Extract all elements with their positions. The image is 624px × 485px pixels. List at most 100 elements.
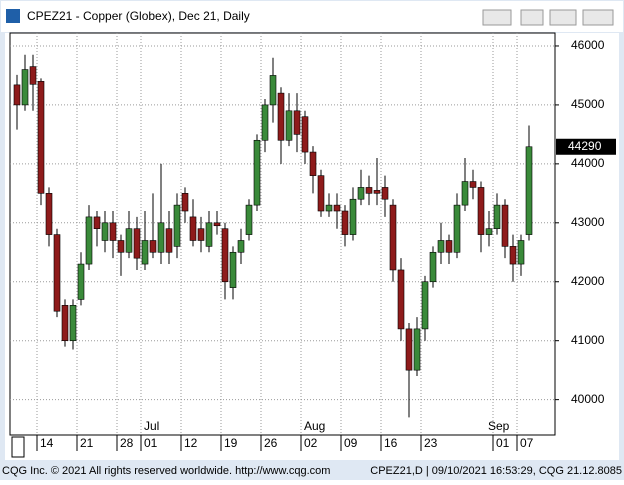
candle-body — [421, 281, 429, 330]
x-tick-label: 26 — [264, 436, 278, 450]
month-label: Aug — [304, 419, 325, 433]
candle-body — [45, 193, 53, 235]
plot-frame — [9, 32, 556, 436]
candle-body — [525, 146, 533, 235]
y-tick-label: 43000 — [571, 215, 605, 229]
candle-body — [101, 222, 109, 241]
candle-body — [197, 228, 205, 241]
minimize-button[interactable] — [520, 9, 544, 26]
candle-body — [29, 66, 37, 85]
last-price-label: 44290 — [568, 139, 602, 153]
candle-body — [501, 204, 509, 247]
candle-body — [229, 251, 237, 288]
y-tick-label: 45000 — [571, 97, 605, 111]
candle-body — [165, 228, 173, 253]
candle-body — [485, 228, 493, 235]
link-button[interactable] — [482, 9, 512, 26]
chart-area — [5, 33, 619, 460]
candle-body — [397, 269, 405, 330]
scroll-box[interactable] — [11, 436, 25, 458]
x-tick-label: 12 — [184, 436, 198, 450]
candle-body — [109, 222, 117, 241]
title-bar — [1, 1, 623, 32]
candle-body — [173, 204, 181, 247]
candle-body — [325, 204, 333, 212]
candle-body — [237, 240, 245, 253]
candle-body — [461, 181, 469, 206]
candle-body — [157, 222, 165, 253]
candle-body — [77, 263, 85, 300]
candle-body — [365, 187, 373, 194]
x-tick-label: 02 — [304, 436, 318, 450]
candle-body — [141, 240, 149, 265]
footer-right: CPEZ21,D | 09/10/2021 16:53:29, CQG 21.1… — [370, 465, 622, 477]
candle-body — [437, 240, 445, 253]
candle-body — [445, 240, 453, 253]
candle-body — [317, 175, 325, 212]
candle-body — [333, 204, 341, 212]
candle-body — [93, 216, 101, 229]
candle-body — [261, 104, 269, 141]
candle-body — [69, 305, 77, 341]
candle-body — [125, 228, 133, 253]
y-tick-label: 42000 — [571, 274, 605, 288]
x-tick-label: 09 — [344, 436, 358, 450]
x-tick-label: 01 — [144, 436, 158, 450]
candle-body — [381, 187, 389, 200]
x-tick-label: 23 — [424, 436, 438, 450]
x-tick-label: 14 — [40, 436, 54, 450]
candle-body — [117, 240, 125, 253]
candle-body — [37, 81, 45, 194]
candle-body — [453, 204, 461, 253]
candle-body — [413, 328, 421, 371]
y-tick-label: 46000 — [571, 38, 605, 52]
month-label: Jul — [144, 419, 159, 433]
candle-body — [509, 246, 517, 265]
last-price-box — [556, 138, 616, 155]
candle-body — [53, 234, 61, 312]
candle-body — [349, 198, 357, 235]
x-tick-label: 28 — [120, 436, 134, 450]
close-button[interactable] — [582, 9, 614, 26]
candle-body — [245, 204, 253, 235]
footer-left: CQG Inc. © 2021 All rights reserved worl… — [2, 465, 330, 477]
candle-body — [269, 75, 277, 106]
candle-body — [61, 305, 69, 341]
candle-body — [189, 216, 197, 241]
candle-body — [133, 228, 141, 259]
candle-body — [309, 151, 317, 176]
candle-body — [429, 251, 437, 283]
y-tick-label: 41000 — [571, 333, 605, 347]
candle-body — [493, 204, 501, 229]
candle-body — [221, 228, 229, 283]
candle-body — [21, 69, 29, 106]
candle-body — [357, 187, 365, 200]
candle-body — [149, 240, 157, 253]
app-icon — [6, 9, 20, 23]
candle-body — [341, 210, 349, 235]
candle-body — [389, 204, 397, 271]
candle-body — [293, 110, 301, 135]
candle-body — [517, 240, 525, 265]
x-tick-label: 16 — [384, 436, 398, 450]
y-tick-label: 40000 — [571, 392, 605, 406]
candle-body — [13, 84, 21, 106]
x-tick-label: 07 — [520, 436, 534, 450]
candle-body — [405, 328, 413, 371]
candle-body — [205, 222, 213, 247]
x-tick-label: 21 — [80, 436, 94, 450]
candle-body — [301, 116, 309, 153]
x-tick-label: 19 — [224, 436, 238, 450]
candle-body — [181, 193, 189, 212]
candle-body — [469, 181, 477, 188]
candle-body — [373, 190, 381, 194]
window-title: CPEZ21 - Copper (Globex), Dec 21, Daily — [27, 9, 250, 23]
candle-body — [285, 110, 293, 141]
candle-body — [213, 222, 221, 227]
x-tick-label: 01 — [496, 436, 510, 450]
maximize-button[interactable] — [549, 9, 577, 26]
month-label: Sep — [488, 419, 510, 433]
candle-body — [85, 216, 93, 265]
y-tick-label: 44000 — [571, 156, 605, 170]
